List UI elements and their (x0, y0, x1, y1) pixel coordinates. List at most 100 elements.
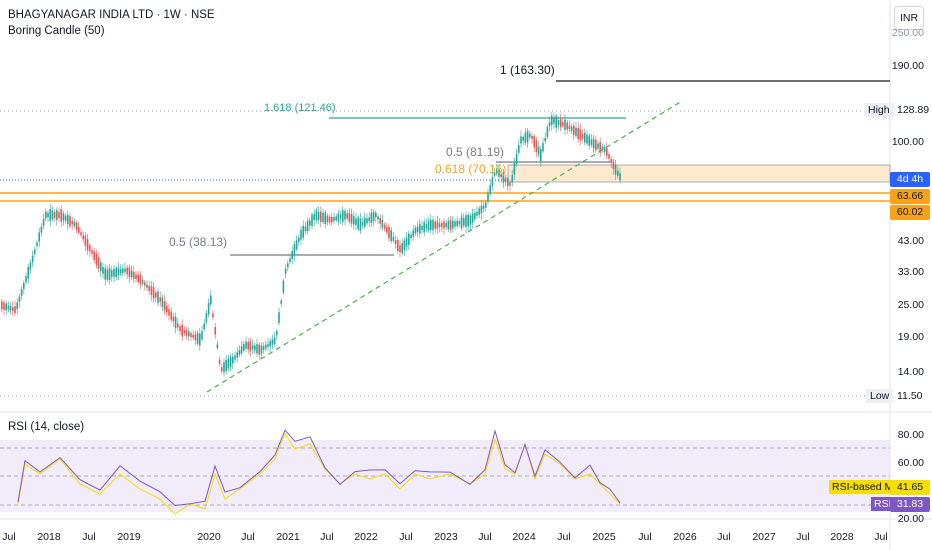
candle-body (467, 215, 469, 227)
candle-body (100, 262, 102, 272)
candle-body (606, 148, 608, 156)
currency-button[interactable]: INR (894, 6, 924, 30)
time-tick: 2025 (592, 531, 616, 543)
candle-body (320, 211, 322, 222)
candle-body (210, 295, 212, 305)
candle-body (170, 311, 172, 320)
candle-body (489, 185, 491, 194)
candle-body (403, 240, 406, 250)
candle-body (179, 326, 181, 332)
rsi-series (17, 429, 621, 515)
candle-body (25, 276, 27, 283)
indicator-label[interactable]: Boring Candle (50) (8, 25, 105, 37)
candle-body (113, 269, 115, 277)
candle-body (282, 280, 285, 293)
candle-series (1, 112, 621, 377)
time-tick: Jul (717, 531, 731, 543)
candle-body (480, 205, 483, 214)
candle-body (278, 312, 280, 324)
candle-body (412, 230, 414, 237)
candle-body (419, 223, 421, 234)
candle-body (315, 210, 318, 221)
candle-body (243, 344, 245, 351)
price-tick: 43.00 (897, 235, 924, 247)
candle-body (161, 297, 164, 308)
candle-body (284, 268, 287, 274)
time-tick: Jul (241, 531, 255, 543)
candle-body (586, 134, 588, 144)
candle-body (146, 284, 148, 288)
candle-body (124, 268, 126, 272)
candle-body (265, 344, 267, 349)
candle-body (262, 346, 265, 351)
candle-body (128, 267, 131, 278)
candle-body (434, 221, 436, 229)
candle-body (520, 136, 522, 144)
candle-body (152, 287, 155, 299)
candle-body (401, 243, 403, 254)
candle-body (9, 306, 12, 311)
candle-body (163, 301, 166, 311)
candle-body (254, 345, 256, 351)
candle-body (513, 163, 516, 175)
time-tick: 2020 (197, 531, 221, 543)
candle-body (438, 223, 441, 227)
candle-body (60, 209, 62, 222)
candle-body (559, 119, 562, 128)
candle-body (608, 154, 610, 159)
candle-body (80, 232, 82, 236)
candle-body (47, 212, 49, 218)
price-tick: 33.00 (897, 266, 924, 278)
candle-body (291, 251, 293, 260)
candle-body (474, 212, 476, 220)
candle-body (460, 216, 463, 229)
candle-body (546, 127, 549, 137)
candle-body (465, 215, 467, 228)
candle-body (597, 143, 599, 149)
candle-body (36, 242, 38, 247)
candle-body (89, 245, 91, 252)
rsi-tick: 20.00 (897, 513, 924, 525)
time-tick: Jul (874, 531, 888, 543)
candle-body (445, 223, 447, 227)
candle-body (575, 127, 577, 136)
candle-body (414, 227, 417, 234)
symbol-title[interactable]: BHAGYANAGAR INDIA LTD · 1W · NSE (8, 9, 215, 21)
time-tick: 2027 (752, 531, 776, 543)
candle-body (49, 209, 51, 221)
candle-body (566, 122, 568, 130)
candle-body (69, 215, 71, 227)
rsi-title[interactable]: RSI (14, close) (8, 421, 85, 433)
candle-body (482, 205, 485, 209)
candle-body (45, 211, 47, 219)
candle-body (155, 292, 157, 298)
candle-body (553, 118, 555, 124)
candle-body (366, 218, 368, 224)
candle-body (610, 159, 612, 163)
candle-body (416, 226, 419, 233)
candle-body (287, 263, 289, 268)
candle-body (249, 341, 252, 352)
candle-body (194, 334, 197, 341)
time-tick: Jul (399, 531, 413, 543)
candle-body (86, 238, 89, 251)
candle-body (64, 215, 67, 221)
candle-body (447, 221, 450, 229)
candle-body (579, 129, 582, 141)
candle-body (337, 213, 340, 222)
high-value: 128.89 (897, 104, 930, 116)
candle-body (71, 221, 73, 225)
candle-body (168, 309, 170, 316)
candle-body (232, 356, 234, 364)
candle-body (355, 218, 357, 226)
candle-body (234, 355, 236, 360)
candle-body (361, 222, 364, 226)
candle-body (584, 132, 586, 143)
candle-body (577, 127, 579, 139)
candle-body (207, 303, 210, 315)
rsi-label: RSI (871, 497, 895, 511)
candle-body (93, 251, 95, 260)
candle-body (342, 210, 344, 222)
